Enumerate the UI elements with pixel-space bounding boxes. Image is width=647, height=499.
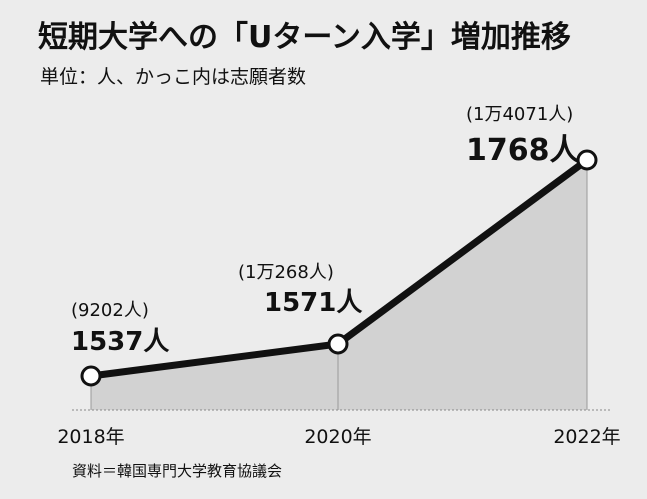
x-axis-ticks: 2018年 2020年 2022年 bbox=[57, 426, 620, 448]
data-point-1 bbox=[327, 333, 349, 355]
data-markers bbox=[80, 149, 598, 387]
x-tick-2: 2022年 bbox=[553, 426, 620, 448]
x-tick-1: 2020年 bbox=[304, 426, 371, 448]
chart-title: 短期大学への「Uターン入学」増加推移 bbox=[38, 20, 571, 55]
applicants-label-1: (1万268人) bbox=[238, 262, 334, 283]
value-label-0: 1537人 bbox=[71, 327, 169, 357]
value-label-2: 1768人 bbox=[466, 133, 580, 168]
x-tick-0: 2018年 bbox=[57, 426, 124, 448]
source-note: 資料＝韓国専門大学教育協議会 bbox=[72, 462, 283, 480]
area-fill bbox=[91, 160, 587, 410]
applicants-label-2: (1万4071人) bbox=[466, 104, 573, 125]
data-point-2 bbox=[576, 149, 598, 171]
data-labels: (9202人) 1537人 (1万268人) 1571人 (1万4071人) 1768人 bbox=[71, 104, 580, 357]
applicants-label-0: (9202人) bbox=[71, 300, 149, 321]
data-point-0 bbox=[80, 365, 102, 387]
unit-note: 単位：人、かっこ内は志願者数 bbox=[40, 66, 307, 88]
value-label-1: 1571人 bbox=[264, 288, 362, 318]
